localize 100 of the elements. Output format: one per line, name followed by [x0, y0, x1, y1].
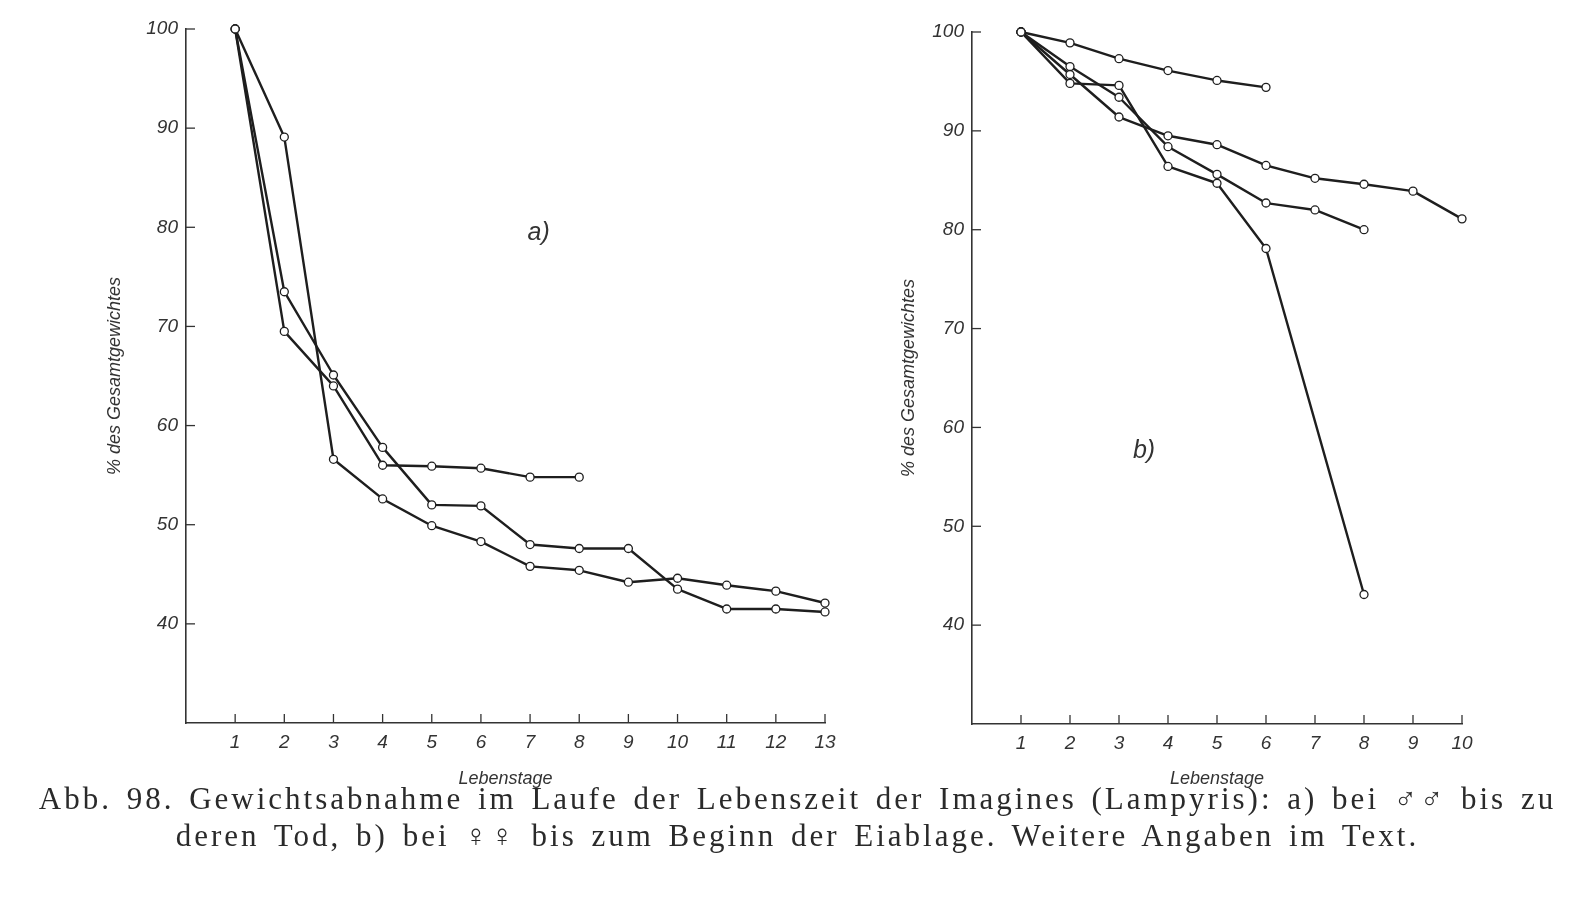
y-tick-label: 40 — [156, 612, 179, 634]
point — [427, 500, 437, 510]
point — [427, 461, 437, 471]
point — [1114, 54, 1124, 64]
y-tick-label: 100 — [932, 20, 965, 42]
x-tick-label: 4 — [377, 730, 388, 752]
y-tick-label: 60 — [156, 413, 179, 435]
x-tick-label: 6 — [1260, 731, 1272, 753]
point — [1212, 178, 1222, 188]
point — [1114, 80, 1124, 91]
point — [1212, 140, 1222, 150]
point — [525, 539, 535, 550]
point — [1212, 75, 1222, 86]
x-tick-label: 8 — [573, 730, 585, 752]
point — [623, 577, 634, 587]
point — [1310, 205, 1320, 215]
annotation: b) — [1132, 434, 1156, 463]
x-tick-label: 5 — [1211, 731, 1223, 753]
point — [377, 494, 388, 504]
point — [377, 442, 388, 453]
point — [1065, 38, 1075, 48]
point — [1212, 169, 1222, 179]
point — [279, 326, 289, 337]
x-tick-label: 4 — [1162, 731, 1174, 753]
point — [722, 580, 732, 590]
point — [476, 536, 486, 547]
x-tick-label: 10 — [1451, 731, 1473, 753]
point — [1163, 65, 1173, 76]
x-tick-label: 7 — [524, 730, 537, 752]
y-tick-label: 50 — [942, 514, 965, 536]
point — [1457, 214, 1467, 224]
point — [574, 543, 584, 554]
point — [1163, 131, 1173, 141]
point — [1065, 69, 1075, 80]
point — [1114, 92, 1124, 102]
point — [279, 132, 289, 142]
point — [427, 521, 437, 531]
x-tick-label: 7 — [1309, 731, 1322, 753]
point — [1359, 179, 1369, 189]
point — [820, 598, 830, 608]
point — [1261, 243, 1271, 254]
x-tick-label: 5 — [426, 730, 438, 752]
point — [574, 565, 584, 575]
y-tick-label: 90 — [156, 116, 179, 138]
point — [771, 586, 781, 596]
x-tick-label: 3 — [1113, 731, 1125, 753]
x-tick-label: 8 — [1358, 731, 1370, 753]
x-tick-label: 2 — [1063, 731, 1076, 753]
point — [476, 463, 486, 473]
point — [1261, 198, 1271, 208]
point — [1163, 142, 1173, 152]
x-tick-label: 3 — [328, 730, 340, 752]
x-tick-label: 9 — [1407, 731, 1419, 753]
point — [672, 573, 683, 583]
point — [722, 604, 732, 614]
x-tick-label: 9 — [623, 730, 635, 752]
y-tick-label: 50 — [156, 513, 179, 534]
y-tick-label: 80 — [156, 215, 179, 237]
point — [279, 287, 289, 297]
point — [820, 607, 830, 617]
y-tick-label: 90 — [942, 119, 965, 141]
point — [1163, 161, 1173, 172]
x-tick-label: 1 — [1015, 731, 1027, 753]
x-tick-label: 13 — [814, 730, 836, 752]
point — [771, 604, 781, 614]
point — [574, 472, 584, 482]
point — [328, 370, 339, 380]
x-tick-label: 11 — [716, 730, 737, 752]
y-tick-label: 60 — [942, 415, 965, 437]
point — [623, 543, 634, 554]
point — [1065, 61, 1075, 72]
point — [1359, 589, 1369, 600]
point — [1408, 186, 1418, 196]
point — [525, 472, 535, 482]
x-tick-label: 6 — [475, 730, 487, 752]
point — [476, 501, 486, 511]
x-tick-label: 12 — [765, 730, 787, 752]
point — [672, 584, 683, 594]
point — [1114, 112, 1124, 122]
point — [1310, 173, 1320, 183]
point — [525, 561, 535, 571]
point — [1261, 82, 1271, 93]
y-tick-label: 80 — [942, 218, 965, 239]
y-tick-label: 70 — [942, 316, 965, 338]
y-axis-title: % des Gesamtgewichtes — [897, 278, 918, 478]
annotation: a) — [527, 216, 550, 245]
y-tick-label: 100 — [146, 17, 179, 39]
point — [328, 381, 339, 391]
x-tick-label: 10 — [666, 730, 689, 752]
x-tick-label: 1 — [229, 730, 241, 752]
point — [1065, 78, 1075, 89]
y-tick-label: 70 — [156, 314, 179, 336]
point — [377, 460, 388, 470]
point — [1261, 160, 1271, 171]
point — [1359, 225, 1369, 235]
y-axis-title: % des Gesamtgewichtes — [103, 276, 124, 476]
x-tick-label: 2 — [278, 730, 291, 752]
point — [328, 454, 339, 464]
x-axis-title: Lebenstage — [1169, 768, 1265, 789]
y-tick-label: 40 — [942, 613, 965, 635]
